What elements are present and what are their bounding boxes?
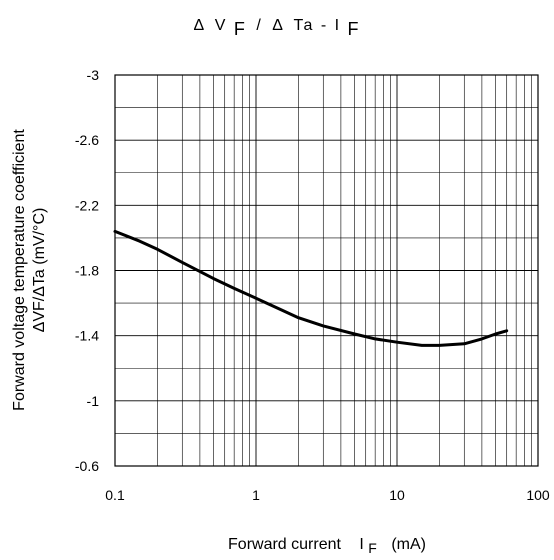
- title-v: V: [215, 17, 228, 34]
- title-slash: /: [256, 17, 262, 34]
- y-tick-label: -3: [87, 67, 100, 83]
- x-tick-labels: 0.1 1 10 100: [105, 487, 550, 503]
- x-axis-label-i: I: [359, 536, 363, 553]
- y-tick-label: -1: [87, 393, 100, 409]
- chart-title: Δ V F / Δ Ta - I F: [193, 17, 360, 39]
- title-delta-1: Δ: [193, 17, 205, 34]
- y-tick-label: -2.2: [75, 197, 99, 213]
- y-tick-labels: -3 -2.6 -2.2 -1.8 -1.4 -1 -0.6: [75, 67, 99, 474]
- x-axis-label: Forward current I F (mA): [228, 536, 426, 557]
- x-tick-label: 10: [389, 487, 405, 503]
- title-subscript-f-1: F: [234, 19, 247, 39]
- series-layer: [113, 229, 509, 347]
- title-ta: Ta - I: [294, 17, 342, 34]
- title-subscript-f-2: F: [348, 19, 361, 39]
- y-axis-label-line2: ΔVF/ΔTa (mV/°C): [31, 208, 48, 333]
- y-axis-label-line1: Forward voltage temperature coefficient: [11, 129, 28, 411]
- y-tick-label: -0.6: [75, 458, 99, 474]
- x-tick-label: 0.1: [105, 487, 125, 503]
- x-axis-label-subscript-f: F: [368, 540, 377, 556]
- x-axis-label-main: Forward current: [228, 536, 341, 553]
- title-delta-2: Δ: [272, 17, 284, 34]
- x-tick-label: 1: [252, 487, 260, 503]
- y-tick-label: -2.6: [75, 132, 99, 148]
- x-tick-label: 100: [526, 487, 550, 503]
- x-axis-label-unit: (mA): [391, 536, 426, 553]
- grid: [115, 75, 538, 466]
- series-line: [113, 229, 509, 347]
- plot-frame: [114, 74, 539, 467]
- y-tick-label: -1.4: [75, 328, 99, 344]
- y-tick-label: -1.8: [75, 263, 99, 279]
